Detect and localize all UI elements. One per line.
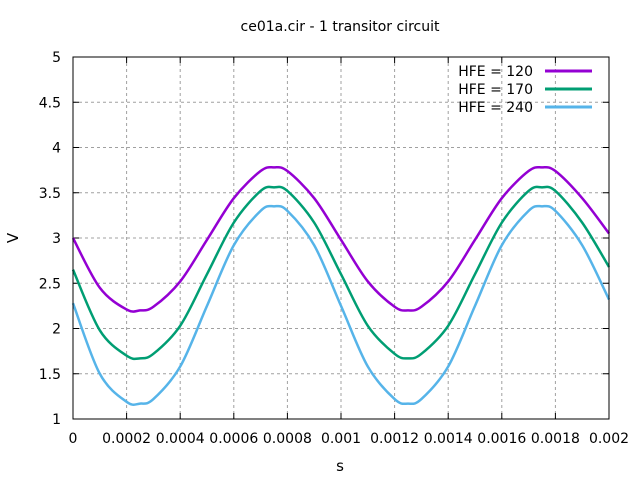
x-tick-label: 0.0004	[156, 431, 205, 447]
y-tick-label: 3	[52, 231, 61, 247]
x-tick-label: 0.0016	[477, 431, 526, 447]
x-ticks: 0 0.0002 0.0004 0.0006 0.0008 0.001 0.0012 0.00…	[69, 57, 629, 447]
y-tick-label: 1	[52, 412, 61, 428]
x-tick-label: 0.002	[589, 431, 629, 447]
x-tick-label: 0.0012	[370, 431, 419, 447]
legend: HFE = 120 HFE = 170 HFE = 240	[458, 64, 592, 116]
x-tick-label: 0.0014	[424, 431, 473, 447]
legend-label: HFE = 240	[458, 100, 533, 116]
y-tick-label: 1.5	[39, 367, 61, 383]
y-tick-label: 4.5	[39, 95, 61, 111]
series-lines	[71, 165, 611, 406]
y-tick-label: 2.5	[39, 276, 61, 292]
plot-frame	[72, 56, 610, 420]
x-tick-label: 0.0006	[209, 431, 258, 447]
x-tick-label: 0.001	[321, 431, 361, 447]
chart-title: ce01a.cir - 1 transitor circuit	[241, 19, 440, 35]
y-tick-label: 2	[52, 322, 61, 338]
series-line-hfe-240	[71, 204, 611, 406]
series-line-hfe-170	[71, 185, 611, 361]
legend-label: HFE = 120	[458, 64, 533, 80]
x-tick-label: 0.0008	[263, 431, 312, 447]
y-tick-label: 4	[52, 141, 61, 157]
x-tick-label: 0.0018	[531, 431, 580, 447]
x-axis-label: s	[336, 457, 344, 475]
x-tick-label: 0	[69, 431, 78, 447]
y-axis-label: V	[4, 232, 22, 243]
y-tick-label: 3.5	[39, 186, 61, 202]
x-tick-label: 0.0002	[102, 431, 151, 447]
series-line-hfe-120	[71, 165, 610, 313]
legend-label: HFE = 170	[458, 82, 533, 98]
y-tick-label: 5	[52, 50, 61, 66]
